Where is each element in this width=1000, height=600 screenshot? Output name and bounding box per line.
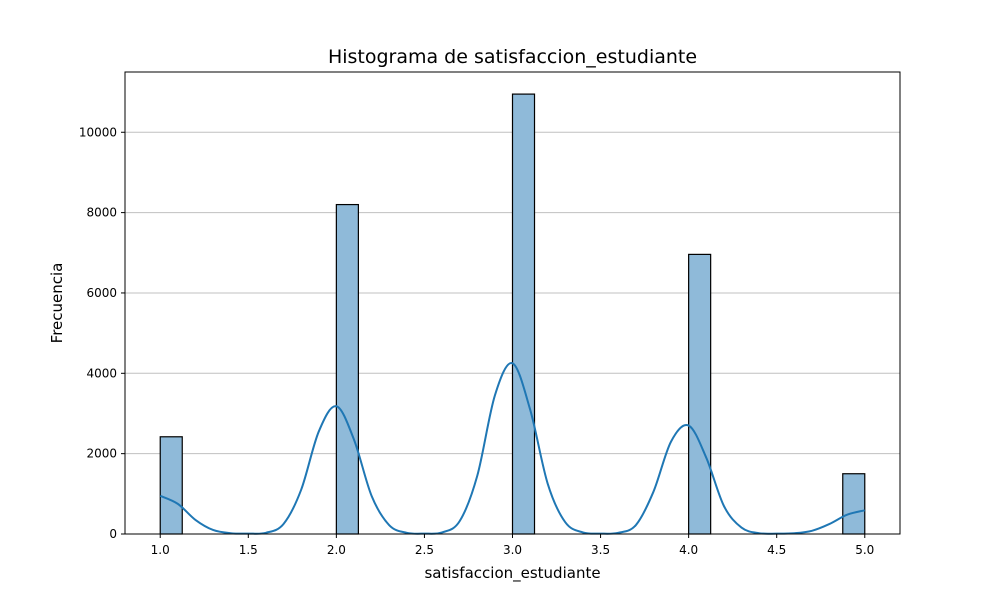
kde-curve — [159, 362, 866, 535]
x-tick-label-0: 1.0 — [151, 543, 170, 557]
x-axis-label: satisfaccion_estudiante — [424, 564, 600, 583]
x-tick-label-8: 5.0 — [855, 543, 874, 557]
y-tick-label-5: 10000 — [79, 125, 117, 139]
y-tick-label-3: 6000 — [86, 286, 117, 300]
histogram-bars — [159, 93, 866, 535]
y-axis-label: Frecuencia — [48, 263, 66, 344]
x-tick-label-4: 3.0 — [503, 543, 522, 557]
y-tick-label-0: 0 — [109, 527, 117, 541]
histogram-bar-4 — [842, 473, 866, 535]
chart-title: Histograma de satisfaccion_estudiante — [328, 46, 697, 68]
x-tick-label-3: 2.5 — [415, 543, 434, 557]
histogram-bar-3 — [688, 253, 712, 535]
y-tick-label-4: 8000 — [86, 206, 117, 220]
y-tick-label-2: 4000 — [86, 366, 117, 380]
x-tick-label-5: 3.5 — [591, 543, 610, 557]
histogram-bar-1 — [335, 203, 359, 535]
histogram-bar-2 — [511, 93, 536, 535]
x-tick-label-6: 4.0 — [679, 543, 698, 557]
x-tick-label-7: 4.5 — [767, 543, 786, 557]
y-axis-ticks: 0 2000 4000 6000 8000 10000 — [79, 125, 125, 541]
histogram-bar-0 — [159, 436, 183, 535]
x-axis-ticks: 1.0 1.5 2.0 2.5 3.0 3.5 4.0 4.5 5.0 — [151, 534, 874, 557]
y-tick-label-1: 2000 — [86, 447, 117, 461]
x-tick-label-1: 1.5 — [239, 543, 258, 557]
x-tick-label-2: 2.0 — [327, 543, 346, 557]
